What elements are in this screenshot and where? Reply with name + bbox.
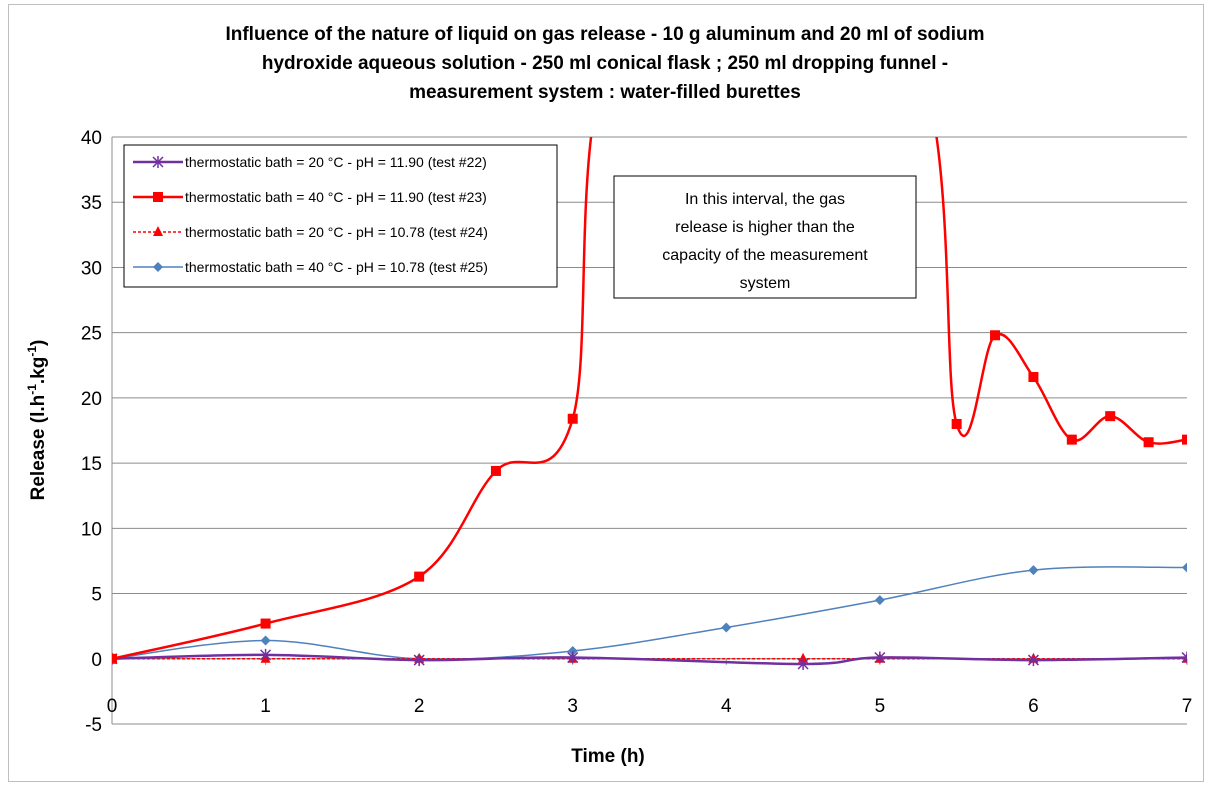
legend: thermostatic bath = 20 °C - pH = 11.90 (… [123, 144, 558, 288]
chart-frame [8, 4, 1204, 782]
y-axis-title: Release (l.h-1.kg-1) [25, 340, 49, 501]
legend-label: thermostatic bath = 20 °C - pH = 11.90 (… [185, 154, 487, 170]
data-point [567, 413, 578, 424]
data-point [1181, 651, 1187, 664]
data-point [1028, 565, 1039, 576]
legend-entry-4: thermostatic bath = 40 °C - pH = 10.78 (… [133, 259, 488, 275]
legend-marker [153, 226, 163, 236]
x-tick-label: 7 [1182, 696, 1193, 717]
legend-label: thermostatic bath = 40 °C - pH = 10.78 (… [185, 259, 488, 275]
data-point [1105, 411, 1116, 422]
plot-series [112, 137, 1187, 670]
data-point [874, 595, 885, 606]
legend-entry-1: thermostatic bath = 20 °C - pH = 11.90 (… [133, 154, 487, 170]
annotation-box: In this interval, the gas release is hig… [613, 175, 917, 299]
series-4 [112, 562, 1187, 664]
y-tick-label: 15 [81, 454, 102, 475]
y-tick-label: 35 [81, 193, 102, 214]
y-axis-title-part-3: ) [28, 340, 49, 346]
annotation-line-4: system [740, 275, 791, 292]
legend-marker [153, 192, 163, 202]
x-tick-label: 3 [567, 696, 578, 717]
data-point [112, 653, 117, 664]
legend-entry-3: thermostatic bath = 20 °C - pH = 10.78 (… [133, 224, 488, 240]
data-point [797, 657, 809, 670]
data-point [798, 652, 809, 663]
y-axis-title-part-2: .kg [28, 357, 49, 384]
data-point [414, 571, 425, 582]
x-tick-label: 2 [414, 696, 425, 717]
y-axis-title-part-1: Release (l.h [28, 395, 49, 501]
chart-title-line-2: hydroxide aqueous solution - 250 ml coni… [261, 53, 949, 74]
annotation-line-1: In this interval, the gas [685, 191, 845, 208]
y-tick-label: 25 [81, 324, 102, 345]
data-point [1066, 434, 1077, 445]
data-point [1028, 372, 1039, 383]
data-point [1182, 562, 1187, 573]
data-point [951, 418, 962, 429]
data-point [1143, 437, 1154, 448]
annotation-line-3: capacity of the measurement [662, 247, 868, 264]
data-point [1027, 654, 1039, 667]
data-point [990, 330, 1001, 341]
y-tick-label: 20 [81, 389, 102, 410]
y-tick-label: -5 [85, 715, 102, 736]
y-axis-title-sup-1: -1 [25, 384, 39, 395]
annotation-border [613, 175, 917, 299]
data-point [567, 651, 579, 664]
data-point [490, 465, 501, 476]
data-point [721, 622, 732, 633]
x-tick-label: 4 [721, 696, 732, 717]
data-point [413, 654, 425, 667]
chart-title-line-1: Influence of the nature of liquid on gas… [225, 24, 985, 45]
y-tick-label: 10 [81, 519, 102, 540]
chart-title-line-3: measurement system : water-filled burett… [409, 82, 801, 103]
legend-entry-2: thermostatic bath = 40 °C - pH = 11.90 (… [133, 189, 487, 205]
series-line [112, 566, 1187, 660]
legend-label: thermostatic bath = 40 °C - pH = 11.90 (… [185, 189, 487, 205]
x-tick-label: 0 [107, 696, 118, 717]
data-point [567, 645, 578, 656]
legend-box [123, 144, 558, 288]
series-2 [112, 137, 1187, 664]
x-axis-title: Time (h) [571, 746, 645, 767]
series-1 [112, 648, 1187, 670]
x-tick-label: 5 [875, 696, 886, 717]
x-tick-label: 6 [1028, 696, 1039, 717]
series-line [112, 137, 1187, 660]
y-axis-title-sup-2: -1 [25, 346, 39, 357]
y-tick-label: 40 [81, 128, 102, 149]
y-tick-label: 0 [91, 650, 102, 671]
x-tick-label: 1 [260, 696, 271, 717]
data-point [260, 618, 271, 629]
series-line [112, 653, 1187, 666]
y-tick-label: 5 [91, 585, 102, 606]
chart-title: Influence of the nature of liquid on gas… [0, 20, 1210, 107]
legend-marker [153, 262, 163, 272]
data-point [874, 651, 886, 664]
legend-marker [152, 156, 164, 168]
annotation-line-2: release is higher than the [675, 219, 855, 236]
data-point [260, 635, 271, 646]
data-point [260, 648, 272, 661]
data-point [1182, 434, 1187, 445]
legend-label: thermostatic bath = 20 °C - pH = 10.78 (… [185, 224, 488, 240]
y-tick-label: 30 [81, 258, 102, 279]
